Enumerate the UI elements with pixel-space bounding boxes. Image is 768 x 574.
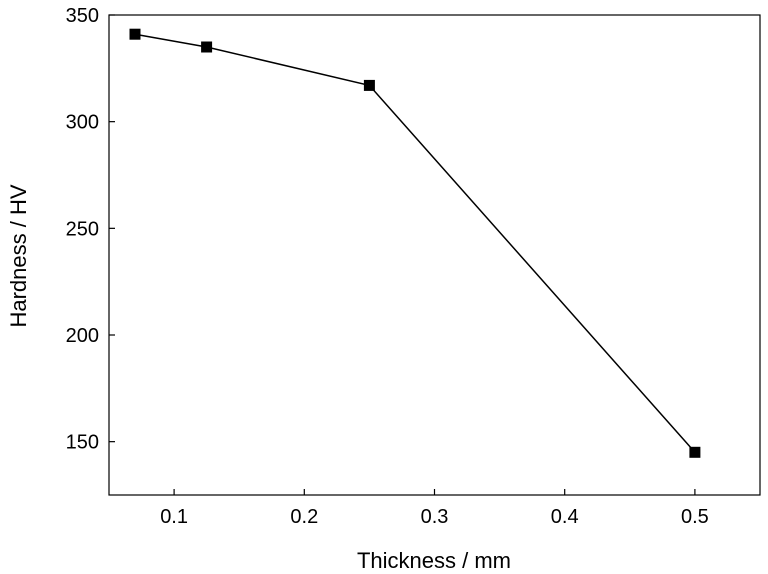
plot-frame	[108, 14, 761, 496]
series-group	[129, 28, 701, 458]
x-tick-label: 0.3	[421, 506, 449, 528]
x-tick-label: 0.4	[551, 506, 579, 528]
series-line	[134, 33, 696, 453]
axis-ticks-group	[109, 14, 696, 495]
x-tick-label: 0.1	[160, 506, 188, 528]
data-point-marker	[129, 28, 141, 40]
labels-group: 0.1 0.2 0.3 0.4 0.5 150 200 250 300 350	[66, 5, 709, 528]
plot-frame-group	[108, 14, 761, 496]
x-tick-label: 0.2	[290, 506, 318, 528]
y-tick-label: 250	[66, 218, 99, 240]
x-tick-label: 0.5	[681, 506, 709, 528]
y-tick-label: 200	[66, 325, 99, 347]
y-axis-title: Hardness / HV	[6, 184, 31, 327]
y-tick-label: 300	[66, 112, 99, 134]
y-tick-label: 150	[66, 432, 99, 454]
y-tick-label: 350	[66, 5, 99, 27]
data-point-marker	[363, 79, 375, 91]
data-point-marker	[689, 446, 701, 458]
x-axis-title: Thickness / mm	[357, 548, 511, 573]
data-point-marker	[201, 41, 213, 53]
